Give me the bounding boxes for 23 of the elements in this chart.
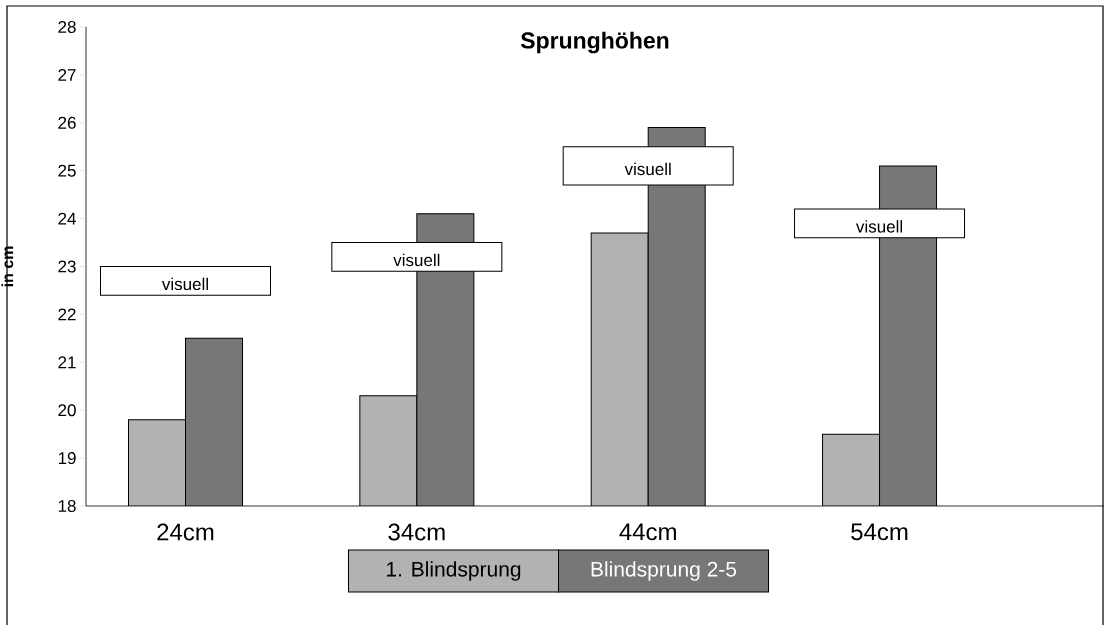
chart-title: Sprunghöhen [520,31,669,54]
x-tick-label: 24cm [157,523,214,541]
y-tick-label: 22 [58,308,76,321]
x-tick-label: 34cm [388,523,445,541]
y-tick-label: 26 [58,116,76,129]
x-tick-label: 44cm [619,523,676,541]
text: visuell [393,253,440,267]
y-tick-label: 20 [58,404,76,417]
y-tick-label: 21 [58,356,76,369]
text: Blindsprung 2-5 [591,561,737,581]
text: visuell [855,220,903,233]
y-tick-label: 28 [58,20,76,34]
y-axis-title: in cm [1,246,14,287]
y-tick-label: 23 [58,260,76,273]
text: visuell [624,162,671,176]
y-tick-label: 24 [58,212,76,225]
y-tick-label: 19 [58,452,76,465]
y-tick-label: 25 [58,164,76,177]
y-tick-label: 18 [58,499,76,513]
series-label: visuell [161,277,208,291]
y-tick-label: 27 [58,68,76,81]
x-tick-label: 54cm [851,523,908,541]
text: 1. Blindsprung [387,561,521,581]
